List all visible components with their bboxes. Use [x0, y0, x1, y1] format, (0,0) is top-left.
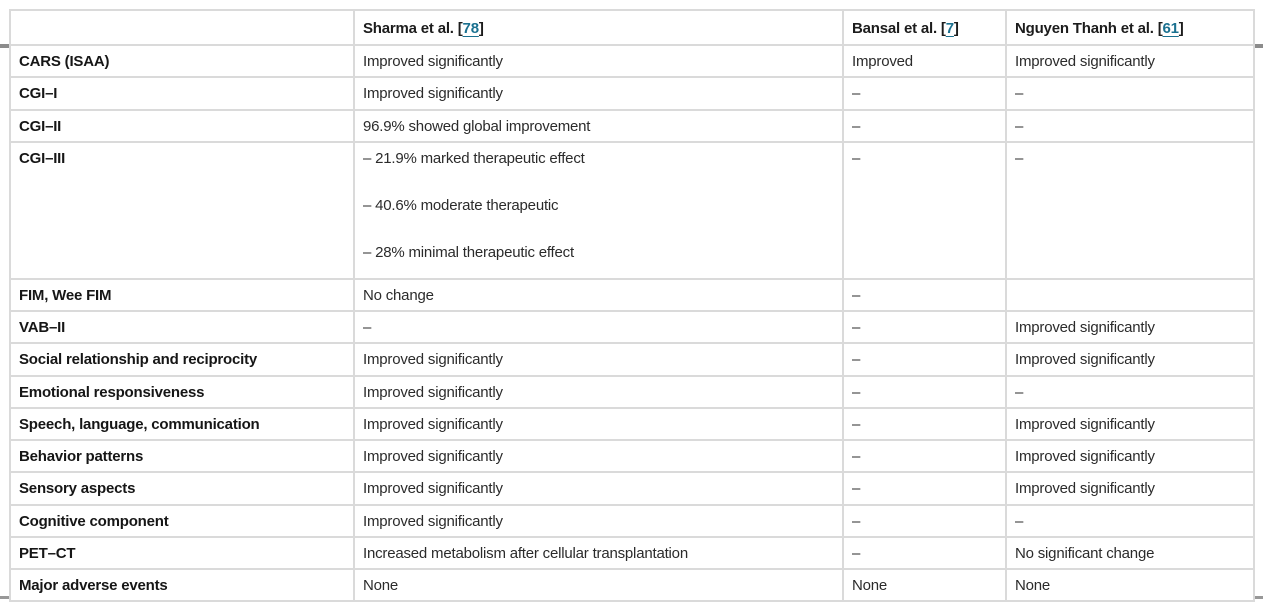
table-row: Major adverse events None None None [9, 567, 1255, 603]
reference-link[interactable]: 7 [945, 20, 954, 37]
table-row: CGI–I Improved significantly – – [9, 76, 1255, 111]
study-name-label: Sharma et al. [363, 20, 458, 37]
table-row: Social relationship and reciprocity Impro… [9, 342, 1255, 377]
row-label: Major adverse events [9, 567, 355, 603]
outcome-cell: Improved significantly [1005, 438, 1255, 474]
outcome-cell: Improved significantly [353, 374, 844, 409]
outcome-cell: – [1005, 374, 1255, 409]
row-label: Social relationship and reciprocity [9, 342, 355, 377]
table-row: VAB–II – – Improved significantly [9, 309, 1255, 345]
row-label: CGI–II [9, 108, 355, 143]
outcome-cell: – [1005, 108, 1255, 143]
row-label: PET–CT [9, 535, 355, 571]
row-label: CGI–III [9, 140, 355, 280]
table-row: PET–CT Increased metabolism after cellula… [9, 535, 1255, 571]
row-label: CARS (ISAA) [9, 43, 355, 79]
outcome-cell: Increased metabolism after cellular tran… [353, 535, 844, 571]
table-row: FIM, Wee FIM No change – [9, 277, 1255, 313]
outcome-cell: Improved significantly [1005, 406, 1255, 442]
outcome-cell: Improved significantly [1005, 43, 1255, 79]
outcome-cell: Improved significantly [1005, 342, 1255, 377]
outcome-cell: Improved significantly [1005, 471, 1255, 506]
outcome-cell: – [842, 108, 1007, 143]
outcome-cell: No significant change [1005, 535, 1255, 571]
row-label: FIM, Wee FIM [9, 277, 355, 313]
table-row: Sensory aspects Improved significantly – Im… [9, 471, 1255, 506]
outcome-cell: – [842, 471, 1007, 506]
row-label: Behavior patterns [9, 438, 355, 474]
row-label: VAB–II [9, 309, 355, 345]
header-row: Sharma et al. [78] Bansal et al. [7] Nguye… [9, 9, 1255, 45]
reference-link[interactable]: 78 [462, 20, 480, 37]
outcome-cell: – [842, 503, 1007, 538]
outcome-cell: – [842, 76, 1007, 111]
table-row: Cognitive component Improved significantl… [9, 503, 1255, 538]
outcome-cell: – [842, 309, 1007, 345]
table-row: Emotional responsiveness Improved signifi… [9, 374, 1255, 409]
outcome-cell: Improved significantly [353, 503, 844, 538]
table-row: Behavior patterns Improved significantly –… [9, 438, 1255, 474]
outcome-cell: – [842, 406, 1007, 442]
study-column-header: Nguyen Thanh et al. [61] [1005, 9, 1255, 45]
outcome-cell: – [842, 438, 1007, 474]
outcome-cell: Improved [842, 43, 1007, 79]
row-label: Sensory aspects [9, 471, 355, 506]
study-name-label: Nguyen Thanh et al. [1015, 20, 1158, 37]
outcome-cell: No change [353, 277, 844, 313]
outcome-cell: None [1005, 567, 1255, 603]
outcome-cell: Improved significantly [353, 406, 844, 442]
corner-header-cell [9, 9, 355, 45]
outcome-cell: – [842, 374, 1007, 409]
row-label: Emotional responsiveness [9, 374, 355, 409]
outcome-cell: None [353, 567, 844, 603]
outcome-cell: – [353, 309, 844, 345]
outcome-cell: – [842, 535, 1007, 571]
study-column-header: Bansal et al. [7] [842, 9, 1007, 45]
outcome-cell: 96.9% showed global improvement [353, 108, 844, 143]
outcome-cell: Improved significantly [1005, 309, 1255, 345]
outcome-cell: – [842, 342, 1007, 377]
outcome-cell: Improved significantly [353, 438, 844, 474]
outcome-cell: – [1005, 503, 1255, 538]
table-row: CARS (ISAA) Improved significantly Improve… [9, 43, 1255, 79]
outcome-cell: None [842, 567, 1007, 603]
outcome-cell: – [1005, 140, 1255, 280]
study-column-header: Sharma et al. [78] [353, 9, 844, 45]
row-label: Speech, language, communication [9, 406, 355, 442]
outcome-cell: – [842, 277, 1007, 313]
reference-link[interactable]: 61 [1162, 20, 1179, 37]
outcome-cell: – [1005, 76, 1255, 111]
outcome-cell: Improved significantly [353, 43, 844, 79]
outcome-cell: Improved significantly [353, 471, 844, 506]
outcome-cell: – 21.9% marked therapeutic effect – 40.6%… [353, 140, 844, 280]
outcome-cell [1005, 277, 1255, 313]
study-outcomes-comparison-table: Sharma et al. [78] Bansal et al. [7] Nguye… [9, 9, 1255, 603]
outcome-cell: Improved significantly [353, 342, 844, 377]
outcome-line: – 28% minimal therapeutic effect [363, 244, 574, 262]
table-row: CGI–III – 21.9% marked therapeutic effect… [9, 140, 1255, 280]
outcome-cell: Improved significantly [353, 76, 844, 111]
study-name-label: Bansal et al. [852, 20, 941, 37]
outcome-line: – 21.9% marked therapeutic effect [363, 149, 585, 167]
row-label: CGI–I [9, 76, 355, 111]
outcome-line: – 40.6% moderate therapeutic [363, 197, 559, 214]
outcome-cell: – [842, 140, 1007, 280]
table-row: CGI–II 96.9% showed global improvement – – [9, 108, 1255, 143]
table-row: Speech, language, communication Improved … [9, 406, 1255, 442]
row-label: Cognitive component [9, 503, 355, 538]
